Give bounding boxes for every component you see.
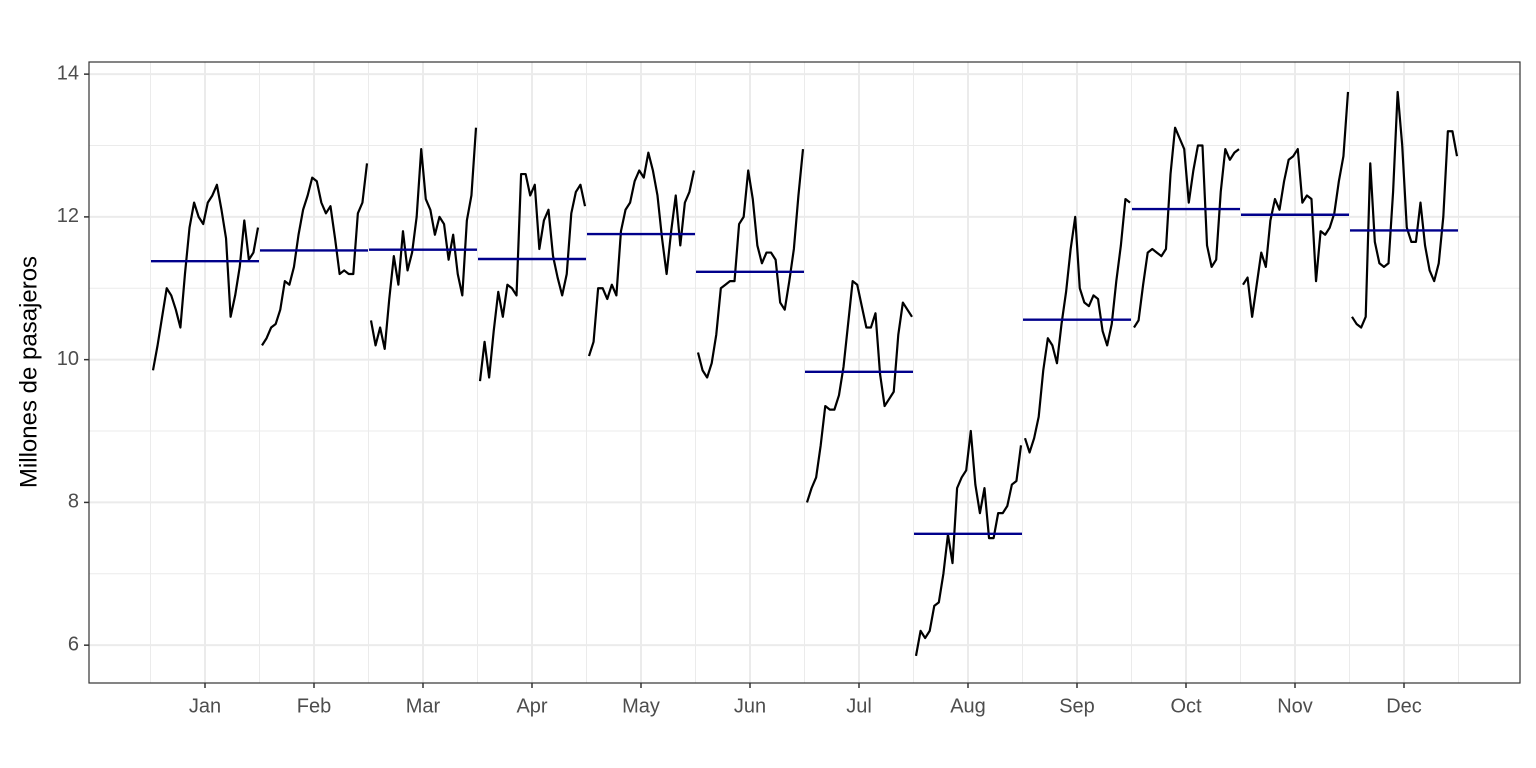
panel-border — [88, 61, 1521, 684]
subseries-line — [1242, 91, 1350, 318]
y-tick-label: 14 — [57, 62, 79, 84]
x-tick-label: Mar — [406, 695, 441, 717]
x-tick-label: Dec — [1386, 695, 1422, 717]
subseries-line — [805, 280, 913, 503]
x-tick-label: Aug — [950, 695, 986, 717]
subseries-line — [369, 127, 478, 351]
subseries-line — [261, 163, 369, 346]
subseries-line — [151, 183, 260, 371]
x-tick-label: Jan — [189, 695, 221, 717]
subseries-line — [587, 151, 696, 357]
subseries-line — [478, 172, 587, 382]
y-tick-label: 8 — [68, 491, 79, 513]
x-tick-label: Feb — [297, 695, 331, 717]
y-axis-title: Millones de pasajeros — [15, 256, 42, 488]
subseries-line — [1023, 197, 1131, 454]
x-tick-label: Jul — [846, 695, 872, 717]
subseries-line — [914, 429, 1023, 657]
subseries-line — [1133, 126, 1240, 329]
subseries-line — [1351, 90, 1459, 329]
x-tick-label: Oct — [1170, 695, 1202, 717]
x-tick-label: May — [622, 695, 660, 717]
x-tick-label: Sep — [1059, 695, 1095, 717]
x-tick-label: Nov — [1277, 695, 1313, 717]
x-tick-label: Jun — [734, 695, 766, 717]
y-tick-label: 10 — [57, 348, 79, 370]
y-tick-label: 12 — [57, 205, 79, 227]
x-tick-label: Apr — [516, 695, 547, 717]
y-tick-label: 6 — [68, 633, 79, 655]
subseries-line — [696, 148, 805, 379]
